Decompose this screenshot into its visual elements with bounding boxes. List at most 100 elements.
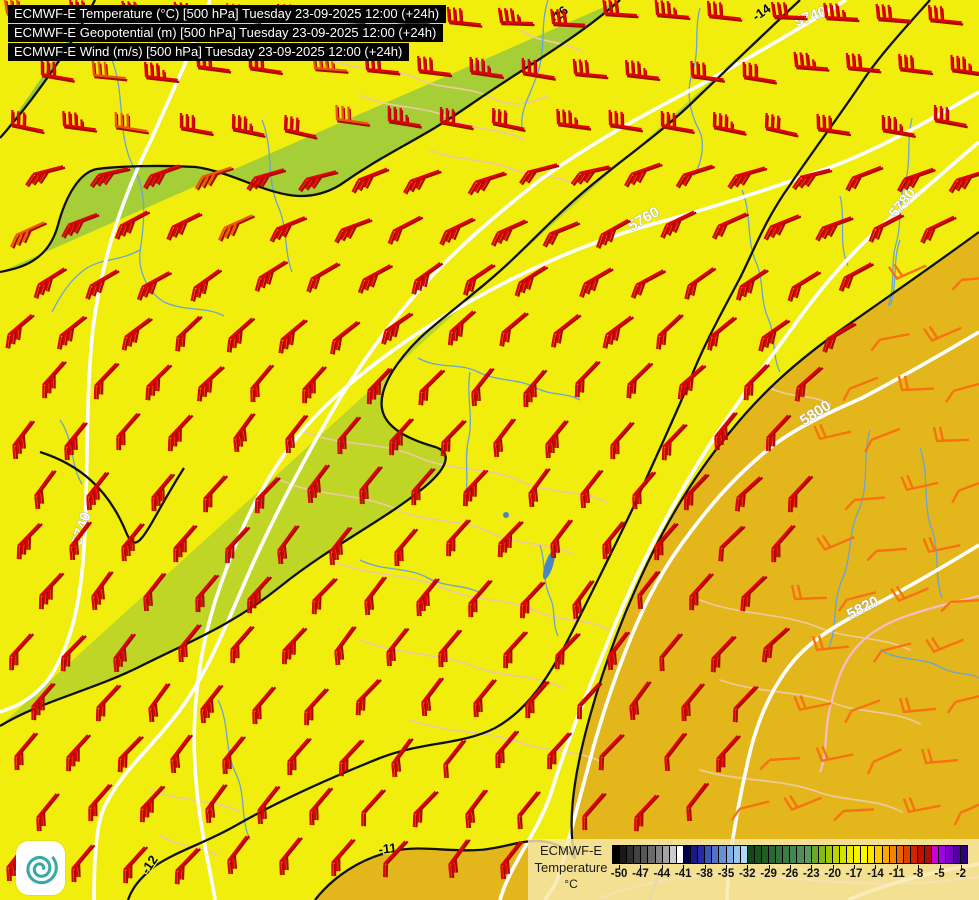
legend-tick-label: -2 [955, 868, 966, 880]
legend-tick-label: -35 [717, 868, 735, 880]
wind-barb [582, 792, 607, 831]
wind-barb [598, 733, 625, 771]
wind-barb [945, 381, 979, 403]
legend-tick-label: -23 [803, 868, 820, 880]
legend-tick-label: -47 [632, 868, 649, 880]
wind-barb [845, 165, 884, 192]
legend-tick-mark [960, 865, 962, 869]
wind-barb [246, 168, 287, 192]
legend-color-cell [712, 846, 720, 863]
wind-barb [446, 519, 472, 557]
wind-barb [659, 633, 684, 672]
wind-barb [36, 793, 60, 832]
wind-barb [844, 699, 881, 724]
legend-tick-mark [683, 865, 685, 869]
wind-barb [898, 53, 934, 76]
wind-barb [89, 167, 131, 189]
wind-barb [793, 694, 832, 712]
wind-barb [418, 369, 446, 406]
wind-barb [714, 412, 738, 451]
wind-barb [335, 104, 371, 127]
wind-barb [550, 313, 582, 348]
wind-barb [940, 598, 979, 613]
legend-color-cell [804, 846, 812, 863]
wind-barb [921, 748, 958, 765]
wind-barb [302, 366, 328, 404]
wind-barb [948, 169, 979, 194]
wind-barb [514, 265, 549, 297]
wind-barb [60, 634, 87, 672]
map-title-block: ECMWF-E Temperature (°C) [500 hPa] Tuesd… [8, 5, 447, 61]
legend-color-cell [676, 846, 684, 863]
legend-tick-mark [811, 865, 813, 869]
wind-barb [792, 168, 833, 191]
wind-barb [842, 376, 879, 402]
wind-barb [438, 629, 463, 668]
legend-tick-mark [768, 865, 770, 869]
wind-barb [277, 525, 300, 565]
wind-barb [42, 361, 67, 399]
wind-barb [838, 262, 875, 292]
wind-barb [528, 468, 551, 508]
meteoblue-logo[interactable] [16, 841, 65, 895]
wind-barb [813, 423, 852, 441]
wind-barb [787, 475, 814, 513]
wind-barb [143, 164, 182, 190]
legend-tick-mark [640, 865, 642, 869]
wind-barb [844, 496, 885, 511]
legend-color-cell [719, 846, 727, 863]
wind-barb [684, 267, 717, 300]
wind-barb [866, 748, 902, 775]
wind-barb [307, 464, 331, 504]
legend-color-cell [918, 846, 926, 863]
wind-barb [608, 109, 644, 133]
wind-barb [173, 524, 198, 563]
wind-barb [890, 585, 929, 603]
wind-barb [298, 170, 339, 193]
wind-barb [443, 739, 467, 779]
wind-barb [439, 217, 476, 246]
wind-barb [570, 165, 612, 187]
wind-barb [660, 110, 695, 135]
legend-color-cell [733, 846, 741, 863]
wind-barb [337, 416, 362, 455]
wind-barb [727, 166, 768, 190]
wind-barb [503, 631, 529, 669]
wind-barb [866, 547, 908, 562]
spiral-path [26, 855, 58, 885]
legend-color-cell [790, 846, 798, 863]
wind-barb [117, 735, 144, 773]
wind-barb [88, 783, 113, 822]
legend-color-cell [811, 846, 819, 863]
wind-barb [331, 838, 356, 877]
wind-barb [247, 576, 273, 614]
legend-color-cell [868, 846, 876, 863]
wind-barb [278, 319, 308, 354]
wind-barb [845, 52, 882, 74]
wind-barb [823, 2, 860, 23]
wind-barb [681, 683, 706, 722]
wind-barb [654, 0, 691, 21]
wind-barb [471, 367, 495, 407]
legend-color-cell [740, 846, 748, 863]
wind-barb [364, 576, 388, 616]
wind-barb [364, 54, 401, 76]
wind-barb [677, 364, 707, 400]
wind-barb [93, 362, 120, 400]
wind-barb [285, 414, 309, 454]
legend-tick-mark [725, 865, 727, 869]
wind-barb [711, 212, 750, 240]
legend-tick-mark [875, 865, 877, 869]
wind-barb [151, 473, 176, 512]
legend-color-cell [825, 846, 833, 863]
wind-barb [759, 756, 801, 771]
wind-barb [900, 474, 939, 492]
wind-barb [252, 686, 277, 725]
wind-barb [716, 735, 742, 773]
wind-barb [656, 313, 684, 350]
wind-barb [602, 315, 635, 349]
wind-barb [794, 366, 824, 402]
wind-barb [412, 790, 439, 828]
wind-barb [233, 413, 256, 453]
legend-tick-mark [704, 865, 706, 869]
